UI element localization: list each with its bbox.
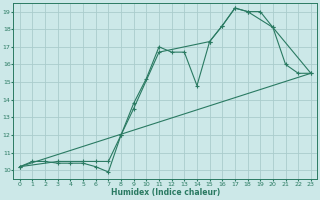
X-axis label: Humidex (Indice chaleur): Humidex (Indice chaleur) [111,188,220,197]
